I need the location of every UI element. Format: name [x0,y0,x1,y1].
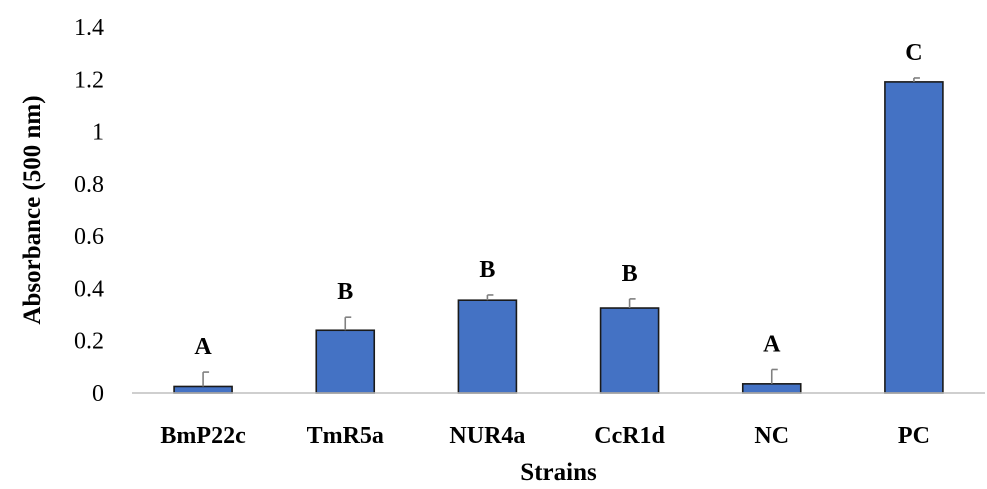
error-bar-ccr1d [628,298,636,309]
y-tick-label: 0.8 [74,172,104,198]
y-tick-label: 0.6 [74,224,104,250]
bar-series [173,81,944,394]
y-tick-label: 0.4 [74,276,104,302]
bar-nc [741,383,802,394]
error-bar-pc [913,77,920,82]
error-bar-nc [770,368,778,384]
significance-letter: B [337,279,353,305]
error-bar-bmp22c [202,371,210,387]
error-bar-tmr5a [344,316,352,331]
y-tick-label: 1.2 [74,67,104,93]
significance-letter: A [763,331,781,357]
y-tick-label: 1.4 [74,15,104,41]
x-tick-label-tmr5a: TmR5a [307,423,384,449]
x-tick-label-ccr1d: CcR1d [594,423,665,449]
y-axis-ticks: 0 0.2 0.4 0.6 0.8 1 1.2 1.4 [74,15,104,407]
x-axis-title: Strains [520,459,597,486]
significance-letter: A [194,334,212,360]
x-tick-label-nur4a: NUR4a [449,423,525,449]
error-bar-nur4a [486,294,494,301]
x-axis-category-labels: BmP22c TmR5a NUR4a CcR1d NC PC [160,423,929,449]
bar-pc [884,81,944,394]
significance-letter: C [905,40,922,66]
x-tick-label-nc: NC [754,423,789,449]
significance-letter: B [479,257,495,283]
significance-letter: B [622,261,638,287]
y-tick-label: 1 [92,120,104,146]
bar-bmp22c [173,385,233,394]
y-axis-title: Absorbance (500 nm) [19,95,46,324]
y-tick-label: 0 [92,381,104,407]
significance-letters: A B B B A C [194,40,922,360]
y-tick-label: 0.2 [74,329,104,355]
x-tick-label-pc: PC [898,423,930,449]
bar-tmr5a [315,329,376,394]
bar-nur4a [457,299,518,394]
error-bars [202,77,920,387]
x-tick-label-bmp22c: BmP22c [160,423,246,449]
bar-ccr1d [599,307,660,394]
